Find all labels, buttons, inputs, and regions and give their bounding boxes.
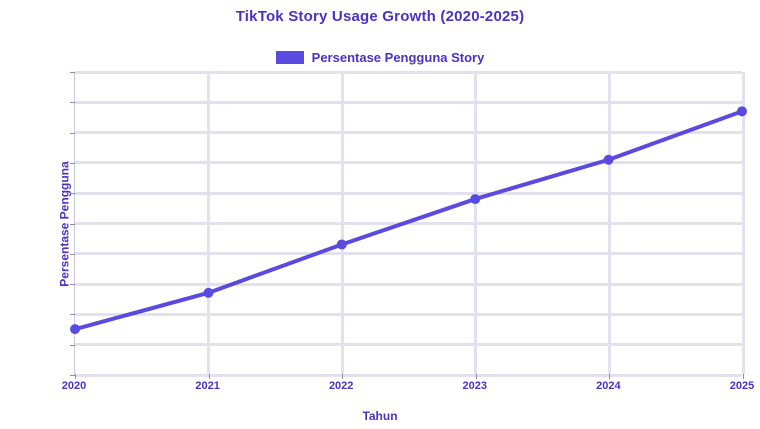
- gridline-vertical: [207, 72, 211, 374]
- gridline-vertical: [474, 72, 478, 374]
- gridline-horizontal: [75, 312, 742, 316]
- x-axis-tick-mark: [609, 374, 611, 379]
- gridline-horizontal: [75, 343, 742, 347]
- gridline-horizontal: [75, 282, 742, 286]
- gridline-horizontal: [75, 131, 742, 135]
- gridline-horizontal: [75, 100, 742, 104]
- x-axis-title: Tahun: [362, 409, 398, 423]
- x-axis-tick-mark: [342, 374, 344, 379]
- y-axis-tick-mark: [70, 193, 75, 195]
- x-axis-tick-mark: [75, 374, 76, 379]
- chart-legend: Persentase Pengguna Story: [0, 50, 760, 65]
- series-line-chart: [70, 106, 747, 335]
- y-axis-tick-mark: [70, 102, 75, 104]
- legend-swatch-series-0: [275, 51, 304, 64]
- x-axis-tick-mark: [475, 374, 477, 379]
- y-axis-tick-mark: [70, 162, 75, 164]
- x-axis-tick-label: 2022: [328, 380, 354, 392]
- data-point-marker: [70, 324, 80, 335]
- data-point-marker: [336, 239, 347, 250]
- plot-wrapper: 0%10%20%30%40%50%60%70%80%90%100% 202020…: [62, 70, 754, 392]
- gridline-horizontal: [75, 161, 742, 165]
- gridline-horizontal: [75, 191, 742, 195]
- x-axis-tick-label: 2025: [729, 380, 755, 392]
- data-point-marker: [736, 106, 747, 117]
- y-axis-tick-mark: [70, 253, 75, 255]
- x-axis-tick-mark: [743, 374, 744, 379]
- gridline-vertical: [340, 72, 344, 374]
- x-axis-tick-label: 2023: [462, 380, 488, 392]
- y-axis-tick-mark: [70, 314, 75, 316]
- y-axis-title-holder: Persentase Pengguna: [8, 72, 72, 375]
- y-axis-tick-mark: [70, 223, 75, 225]
- legend-label-series-0: Persentase Pengguna Story: [311, 50, 485, 65]
- y-axis-tick-mark: [70, 72, 75, 73]
- gridline-vertical: [741, 72, 745, 374]
- gridline-horizontal: [75, 70, 742, 74]
- gridline-vertical: [607, 72, 611, 374]
- data-point-marker: [203, 287, 214, 298]
- y-axis-tick-mark: [70, 344, 75, 346]
- y-axis-tick-mark: [70, 132, 75, 134]
- data-point-marker: [603, 154, 614, 165]
- series-line: [73, 109, 744, 332]
- y-axis-tick-mark: [70, 375, 75, 376]
- x-axis-tick-label: 2020: [61, 380, 87, 392]
- y-axis-tick-mark: [70, 284, 75, 286]
- x-axis-tick-mark: [208, 374, 210, 379]
- chart-title: TikTok Story Usage Growth (2020-2025): [235, 8, 525, 25]
- data-point-marker: [470, 194, 481, 205]
- gridline-horizontal: [75, 252, 742, 256]
- gridline-horizontal: [75, 373, 742, 377]
- plot-area: [70, 70, 747, 379]
- x-axis-tick-label: 2024: [596, 380, 621, 392]
- x-axis-tick-label: 2021: [195, 380, 220, 392]
